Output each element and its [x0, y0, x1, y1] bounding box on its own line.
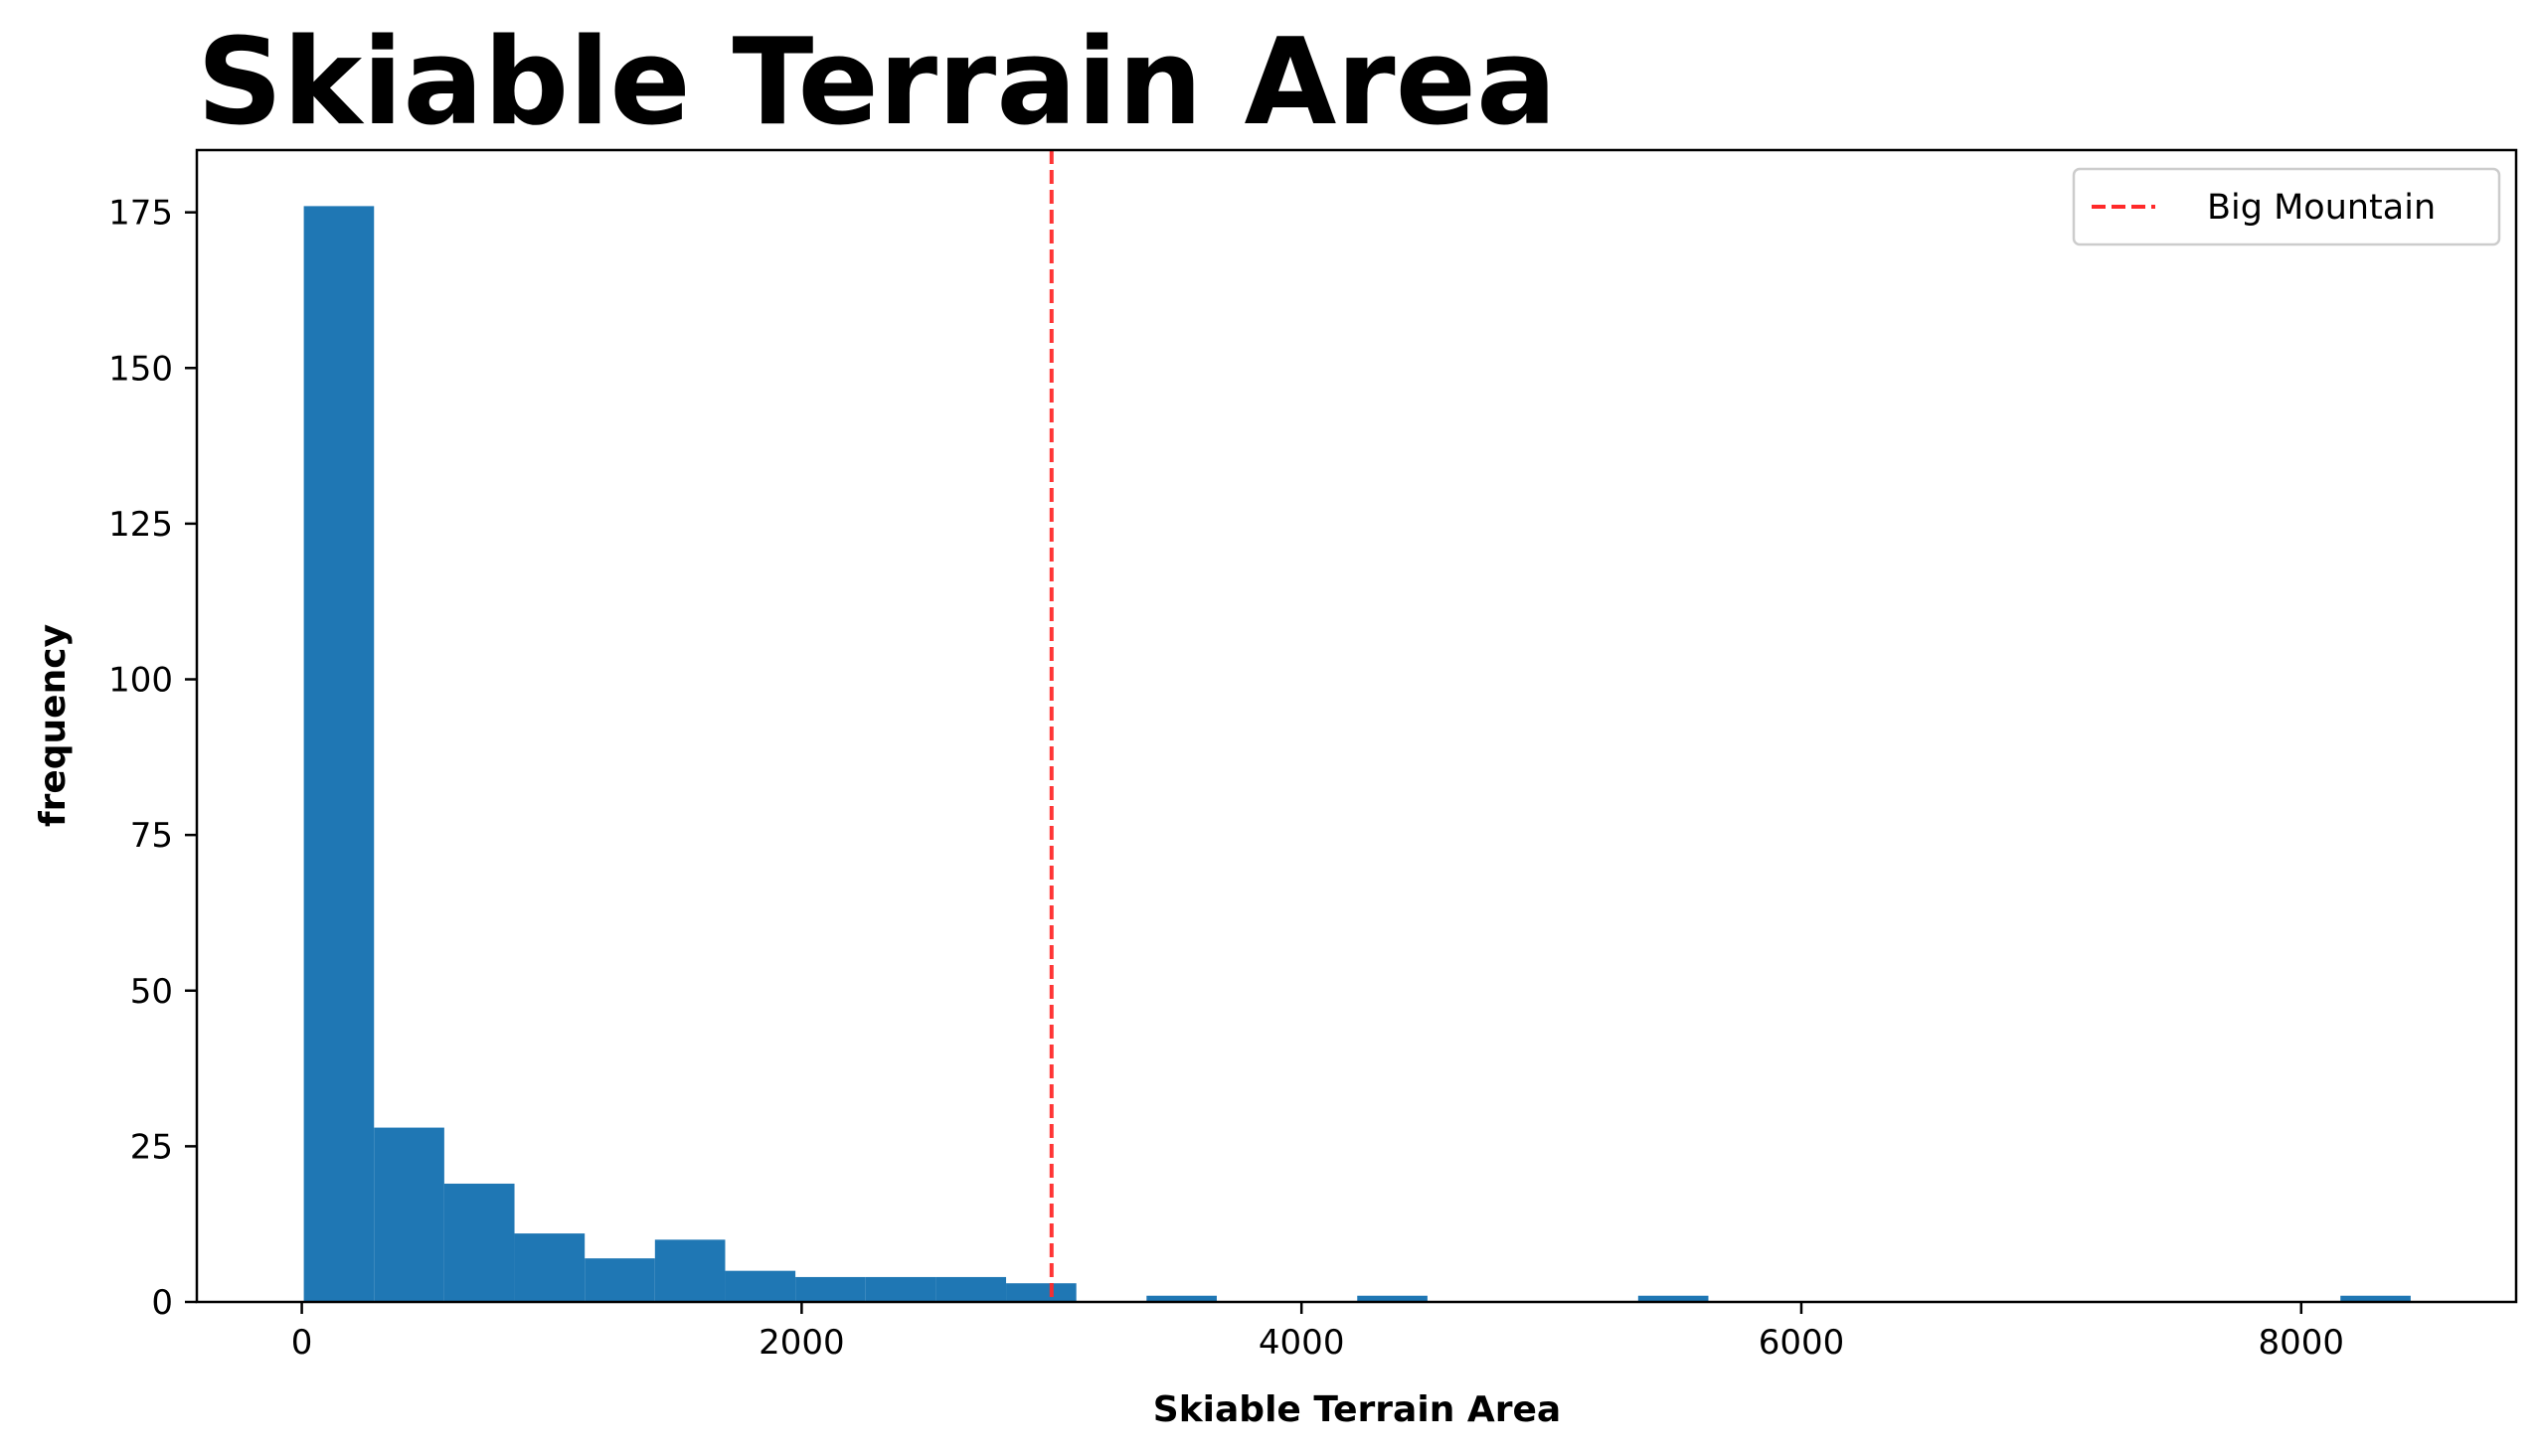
x-tick-label-8000: 8000 — [2259, 1323, 2345, 1363]
x-axis-label: Skiable Terrain Area — [1153, 1389, 1561, 1430]
histogram-bar-4 — [585, 1258, 655, 1302]
x-tick-label-0: 0 — [291, 1323, 313, 1363]
y-tick-label-25: 25 — [130, 1127, 173, 1167]
y-tick-label-125: 125 — [108, 505, 173, 545]
y-tick-label-150: 150 — [108, 349, 173, 389]
y-tick-label-50: 50 — [130, 972, 173, 1012]
legend-label-big-mountain: Big Mountain — [2207, 188, 2436, 228]
histogram-bar-5 — [654, 1239, 726, 1302]
x-tick-label-4000: 4000 — [1259, 1323, 1345, 1363]
plot-frame — [195, 148, 2518, 1304]
histogram-bar-12 — [1357, 1295, 1428, 1302]
histogram-bar-1 — [374, 1127, 444, 1302]
legend: Big Mountain — [2072, 167, 2501, 246]
histogram-bar-13 — [1637, 1295, 1709, 1302]
bars-group — [303, 206, 2411, 1302]
histogram-bar-6 — [725, 1270, 796, 1302]
y-tick-label-0: 0 — [151, 1283, 173, 1323]
x-tick-label-6000: 6000 — [1759, 1323, 1845, 1363]
x-axis-ticks: 0 2000 4000 6000 8000 — [291, 1302, 2344, 1363]
histogram-bar-8 — [865, 1276, 936, 1302]
y-tick-label-100: 100 — [108, 661, 173, 701]
histogram-bar-14 — [2340, 1295, 2411, 1302]
legend-box — [2072, 167, 2501, 246]
histogram-bar-7 — [795, 1276, 866, 1302]
histogram-bar-9 — [935, 1276, 1007, 1302]
histogram-bar-3 — [514, 1233, 586, 1302]
histogram-bar-11 — [1146, 1295, 1217, 1302]
chart-title: Skiable Terrain Area — [197, 14, 1557, 152]
y-tick-label-75: 75 — [130, 816, 173, 856]
y-tick-label-175: 175 — [108, 194, 173, 234]
y-axis-label: frequency — [33, 624, 74, 827]
x-tick-label-2000: 2000 — [759, 1323, 845, 1363]
histogram-bar-2 — [443, 1183, 515, 1302]
y-axis-ticks: 0 25 50 75 100 125 150 175 — [108, 194, 197, 1323]
histogram-bar-0 — [303, 206, 375, 1302]
histogram-bar-10 — [1006, 1283, 1077, 1302]
